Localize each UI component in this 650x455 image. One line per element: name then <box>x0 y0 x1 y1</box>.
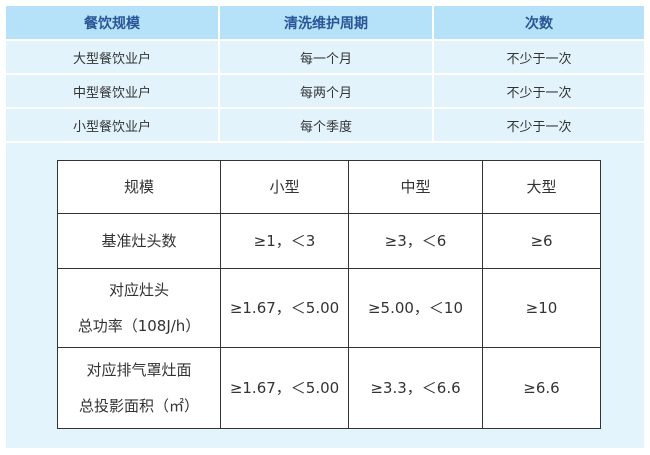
label-line: 对应排气罩灶面 <box>86 361 192 379</box>
cell: ≥3，＜6 <box>348 213 483 269</box>
cell: 中型餐饮业户 <box>6 74 220 109</box>
cell: 不少于一次 <box>433 74 644 109</box>
header-cell: 次数 <box>433 6 644 41</box>
cell: ≥5.00，＜10 <box>348 268 483 348</box>
table-row: 对应灶头总功率（108J/h） ≥1.67，＜5.00 ≥5.00，＜10 ≥1… <box>57 268 601 348</box>
cell: 大型餐饮业户 <box>6 40 220 75</box>
label-line: 对应灶头 <box>108 281 169 299</box>
cell: 每个季度 <box>219 108 434 143</box>
table-header-row: 规模 小型 中型 大型 <box>57 160 601 214</box>
header-cell: 大型 <box>482 160 601 214</box>
cell: 不少于一次 <box>433 108 644 143</box>
table-header-row: 餐饮规模 清洗维护周期 次数 <box>6 6 644 41</box>
header-cell: 餐饮规模 <box>6 6 220 41</box>
table-row: 中型餐饮业户 每两个月 不少于一次 <box>6 74 644 109</box>
row-label: 基准灶头数 <box>57 213 221 269</box>
row-label: 对应排气罩灶面 总投影面积（㎡） <box>57 347 221 429</box>
cell: ≥10 <box>482 268 601 348</box>
table-row: 小型餐饮业户 每个季度 不少于一次 <box>6 108 644 143</box>
content-panel: 餐饮规模 清洗维护周期 次数 大型餐饮业户 每一个月 不少于一次 中型餐饮业户 每两个… <box>6 6 644 448</box>
scale-classification-table: 规模 小型 中型 大型 基准灶头数 ≥1，＜3 ≥3，＜6 ≥6 对应灶头总功率… <box>57 160 601 429</box>
header-cell: 清洗维护周期 <box>219 6 434 41</box>
cell: ≥6 <box>482 213 601 269</box>
cell: ≥1.67，＜5.00 <box>220 268 349 348</box>
cell: ≥1.67，＜5.00 <box>220 347 349 429</box>
cell: 每一个月 <box>219 40 434 75</box>
header-cell: 小型 <box>220 160 349 214</box>
cell: ≥6.6 <box>482 347 601 429</box>
row-label: 对应灶头总功率（108J/h） <box>57 268 221 348</box>
label-line: 总功率（108J/h） <box>77 317 201 335</box>
cell: 不少于一次 <box>433 40 644 75</box>
table-row: 大型餐饮业户 每一个月 不少于一次 <box>6 40 644 75</box>
cell: 每两个月 <box>219 74 434 109</box>
cleaning-cycle-table: 餐饮规模 清洗维护周期 次数 大型餐饮业户 每一个月 不少于一次 中型餐饮业户 每两个… <box>6 6 644 143</box>
cell: 小型餐饮业户 <box>6 108 220 143</box>
table-row: 基准灶头数 ≥1，＜3 ≥3，＜6 ≥6 <box>57 213 601 269</box>
table-row: 对应排气罩灶面 总投影面积（㎡） ≥1.67，＜5.00 ≥3.3，＜6.6 ≥6… <box>57 347 601 429</box>
cell: ≥3.3，＜6.6 <box>348 347 483 429</box>
cell: ≥1，＜3 <box>220 213 349 269</box>
label-line: 总投影面积（㎡） <box>78 397 199 415</box>
header-cell: 中型 <box>348 160 483 214</box>
header-cell: 规模 <box>57 160 221 214</box>
